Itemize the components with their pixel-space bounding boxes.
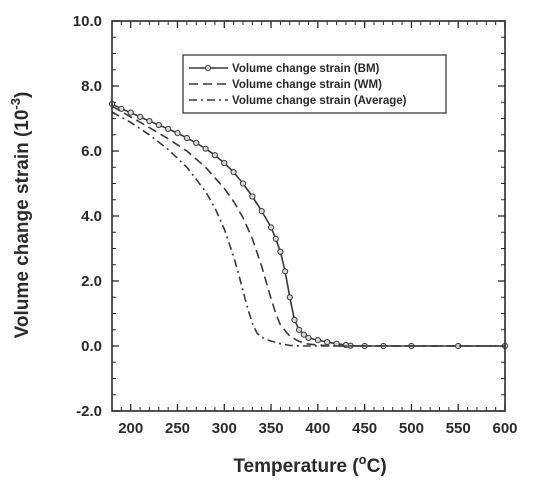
series-line-0 — [111, 103, 505, 347]
series-point — [230, 169, 237, 176]
y-tick-label: 2.0 — [81, 273, 102, 290]
series-point — [211, 152, 218, 159]
series-point — [193, 139, 200, 146]
y-tick-label: 8.0 — [81, 78, 102, 95]
series-point — [146, 118, 153, 125]
legend: Volume change strain (BM) Volume change s… — [182, 54, 447, 114]
series-point — [268, 224, 275, 231]
x-tick-label: 500 — [399, 420, 424, 437]
x-axis-title-suffix: C) — [367, 456, 387, 477]
series-line-2 — [111, 111, 505, 347]
x-tick-label: 600 — [492, 420, 517, 437]
y-axis-title-main: Volume change strain (10 — [12, 110, 33, 339]
x-tick-label: 300 — [212, 420, 237, 437]
series-line-1 — [111, 105, 505, 347]
series-point — [258, 208, 265, 215]
x-tick-label: 400 — [305, 420, 330, 437]
legend-box — [182, 54, 447, 114]
series-point — [291, 316, 298, 324]
series-point — [324, 339, 331, 346]
series-point — [183, 134, 190, 142]
x-tick-label: 200 — [118, 420, 143, 437]
legend-label-1: Volume change strain (WM) — [232, 79, 382, 91]
legend-label-0: Volume change strain (BM) — [232, 63, 380, 75]
series-point — [202, 145, 209, 152]
series-point — [296, 326, 303, 333]
x-tick-label: 550 — [446, 420, 471, 437]
series-point — [272, 235, 279, 242]
series-point — [314, 337, 321, 344]
x-tick-label: 250 — [165, 420, 190, 437]
legend-marker — [204, 64, 212, 72]
series-point — [165, 125, 172, 132]
series-point — [249, 193, 256, 200]
series-point — [305, 334, 312, 341]
series-point — [277, 248, 284, 255]
series-point — [286, 294, 293, 301]
y-tick-label: 10.0 — [73, 13, 102, 30]
y-tick-label: 0.0 — [81, 338, 102, 355]
x-tick-label: 350 — [259, 420, 284, 437]
y-axis-title-exponent: -3 — [8, 98, 23, 110]
series-point — [221, 159, 228, 167]
plot-frame — [111, 20, 506, 412]
series-point — [155, 121, 162, 129]
series-point — [127, 109, 134, 116]
legend-label-2: Volume change strain (Average) — [232, 95, 407, 107]
series-point — [300, 331, 307, 338]
series-point — [137, 113, 144, 121]
x-axis-title-main: Temperature ( — [233, 456, 359, 477]
y-tick-label: -2.0 — [76, 403, 102, 420]
y-tick-label: 4.0 — [81, 208, 102, 225]
y-axis-title: Volume change strain (10-3) — [8, 92, 33, 339]
x-tick-label: 450 — [352, 420, 377, 437]
x-axis-title-degree: o — [359, 452, 367, 467]
series-point — [239, 180, 247, 187]
x-axis-title: Temperature (oC) — [233, 452, 386, 477]
y-tick-label: 6.0 — [81, 143, 102, 160]
series-point — [174, 130, 181, 137]
y-axis-title-suffix: ) — [12, 92, 33, 98]
plot-series — [108, 100, 509, 350]
series-point — [282, 268, 289, 275]
